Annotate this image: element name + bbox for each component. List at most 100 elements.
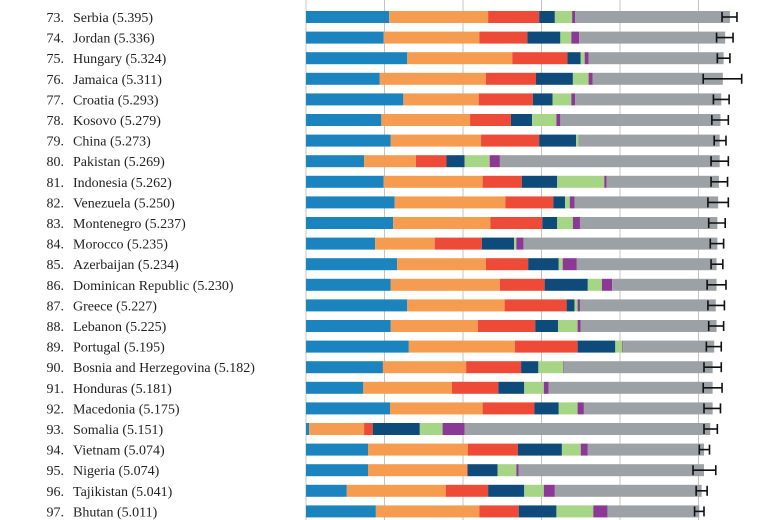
bar-segment xyxy=(394,196,506,209)
bar-segment xyxy=(516,237,524,250)
bar-segment xyxy=(574,196,719,209)
bar-segment xyxy=(485,258,529,271)
rank-label: 86. xyxy=(47,279,65,294)
bar-segment xyxy=(554,11,573,23)
bar-segment xyxy=(572,217,580,229)
bar-segment xyxy=(572,72,589,85)
bar-segment xyxy=(557,175,605,188)
bar-segment xyxy=(389,402,483,415)
bar-segment xyxy=(539,134,577,147)
country-label: Bosnia and Herzegovina (5.182) xyxy=(73,361,255,376)
country-label: Nigeria (5.074) xyxy=(73,464,160,479)
country-label: Dominican Republic (5.230) xyxy=(73,279,234,294)
bar-segment xyxy=(452,381,499,394)
bar-segment xyxy=(564,361,713,374)
bar-segment xyxy=(419,423,443,435)
bar-segment xyxy=(306,423,310,435)
rank-label: 91. xyxy=(47,382,65,397)
country-label: Macedonia (5.175) xyxy=(73,402,180,417)
bar-segment xyxy=(567,52,581,65)
bar-segment xyxy=(346,484,446,497)
bar-segment xyxy=(403,93,479,106)
bar-segment xyxy=(554,484,702,497)
bar-segment xyxy=(485,72,537,85)
bar-segment xyxy=(306,31,384,44)
bar-segment xyxy=(306,443,369,456)
bar-segment xyxy=(306,278,391,291)
country-label: Morocco (5.235) xyxy=(73,238,168,253)
bar-segment xyxy=(482,175,522,188)
rank-label: 74. xyxy=(47,32,65,47)
bar-segment xyxy=(622,340,624,353)
bar-segment xyxy=(543,381,549,394)
bar-segment xyxy=(607,505,700,518)
bar-segment xyxy=(306,72,380,85)
bar-segment xyxy=(577,340,616,353)
bar-segment xyxy=(588,72,593,85)
bar-segment xyxy=(306,258,398,271)
bar-segment xyxy=(306,381,364,394)
rank-label: 87. xyxy=(47,299,65,314)
bar-segment xyxy=(490,217,543,229)
bar-segment xyxy=(434,237,482,250)
bar-segment xyxy=(407,299,505,312)
bar-segment xyxy=(562,258,577,271)
rank-label: 82. xyxy=(47,196,65,211)
bar-segment xyxy=(397,258,486,271)
bar-segment xyxy=(565,196,570,209)
bar-segment xyxy=(364,155,416,168)
bar-segment xyxy=(478,93,533,106)
bar-segment xyxy=(575,93,722,106)
bar-segment xyxy=(383,31,480,44)
bar-segment xyxy=(375,237,435,250)
bar-segment xyxy=(558,402,578,415)
bar-segment xyxy=(408,340,515,353)
bar-segment xyxy=(306,361,383,374)
bar-segment xyxy=(306,299,408,312)
bar-segment xyxy=(543,484,555,497)
rank-label: 93. xyxy=(47,423,65,438)
bar-segment xyxy=(558,258,563,271)
bar-segment xyxy=(539,11,555,23)
bar-segment xyxy=(393,217,491,229)
bar-segment xyxy=(466,361,522,374)
rank-label: 95. xyxy=(47,464,65,479)
bar-segment xyxy=(577,299,580,312)
bar-segment xyxy=(306,114,382,126)
bar-segment xyxy=(593,505,608,518)
country-label: Kosovo (5.279) xyxy=(73,114,161,129)
bar-segment xyxy=(623,340,715,353)
bar-segment xyxy=(477,320,536,332)
bar-segment xyxy=(563,361,565,374)
bar-segment xyxy=(587,443,704,456)
bar-segment xyxy=(306,155,365,168)
bar-segment xyxy=(466,464,468,477)
bar-segment xyxy=(542,217,558,229)
rank-label: 94. xyxy=(47,444,65,459)
bar-segment xyxy=(527,31,561,44)
bar-segment xyxy=(489,155,500,168)
bar-segment xyxy=(442,423,465,435)
bar-segment xyxy=(488,11,540,23)
rank-label: 77. xyxy=(47,93,65,108)
bar-segment xyxy=(464,155,490,168)
country-label: Bhutan (5.011) xyxy=(73,505,158,520)
bar-segment xyxy=(390,278,500,291)
rank-label: 89. xyxy=(47,341,65,356)
bar-segment xyxy=(592,72,723,85)
bar-segment xyxy=(556,505,594,518)
bar-segment xyxy=(368,443,468,456)
country-label: Jamaica (5.311) xyxy=(73,73,162,88)
country-label: Indonesia (5.262) xyxy=(73,176,172,191)
bar-segment xyxy=(544,278,588,291)
bar-segment xyxy=(364,423,373,435)
bar-segment xyxy=(389,11,489,23)
bar-segment xyxy=(498,381,525,394)
bar-segment xyxy=(587,278,602,291)
bar-segment xyxy=(557,217,573,229)
bar-segment xyxy=(574,299,578,312)
bar-segment xyxy=(579,217,718,229)
bar-segment xyxy=(560,114,721,126)
bar-segment xyxy=(517,443,562,456)
